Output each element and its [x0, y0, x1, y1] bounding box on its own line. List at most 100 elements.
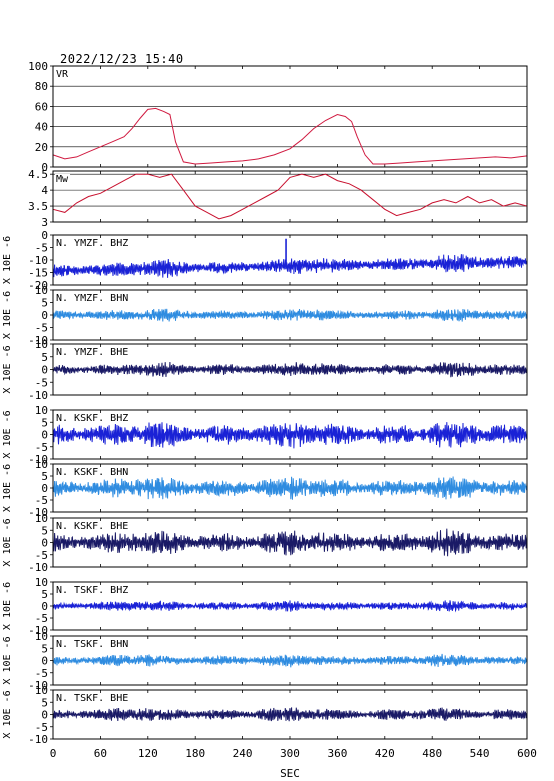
- y-tick-label: -10: [28, 389, 48, 402]
- y-tick-label: -5: [35, 721, 48, 734]
- x-tick-label: 120: [138, 747, 158, 760]
- panel-label: N. TSKF. BHN: [56, 639, 128, 650]
- y-axis-unit-label: X 10E -6: [2, 582, 13, 630]
- y-tick-label: -5: [35, 376, 48, 389]
- y-tick-label: 100: [28, 60, 48, 73]
- x-tick-label: 0: [50, 747, 57, 760]
- waveform-trace: [52, 361, 528, 378]
- y-axis-unit-label: X 10E -6: [2, 636, 13, 684]
- x-tick-label: 300: [280, 747, 300, 760]
- y-tick-label: 10: [35, 684, 48, 697]
- panel-label: N. TSKF. BHE: [56, 693, 128, 704]
- panel-frame: [52, 289, 528, 341]
- y-tick-label: 10: [35, 284, 48, 297]
- panel-label: N. KSKF. BHZ: [56, 413, 128, 424]
- panel-label-background: [55, 521, 130, 532]
- panel-frame: [52, 635, 528, 686]
- x-tick-label: 360: [327, 747, 347, 760]
- y-tick-label: -10: [28, 679, 48, 692]
- panel-label: N. YMZF. BHE: [56, 347, 128, 358]
- x-tick-label: 180: [185, 747, 205, 760]
- y-tick-label: 5: [41, 470, 48, 483]
- x-axis-label: SEC: [280, 767, 300, 780]
- y-tick-label: 5: [41, 524, 48, 537]
- y-tick-label: 0: [41, 600, 48, 613]
- y-tick-label: -5: [35, 441, 48, 454]
- waveform-trace: [52, 254, 528, 278]
- y-tick-label: 10: [35, 404, 48, 417]
- panel-label-background: [55, 347, 130, 358]
- y-tick-label: 10: [35, 512, 48, 525]
- panel-mw: 3 3.5 4 4.5 Mw: [28, 168, 528, 229]
- y-tick-label: -15: [28, 267, 48, 280]
- y-tick-label: -5: [35, 549, 48, 562]
- y-tick-label: 4: [41, 184, 48, 197]
- y-tick-label: 5: [41, 696, 48, 709]
- panel-label-background: [55, 293, 130, 304]
- y-tick-label: 0: [41, 537, 48, 550]
- waveform-trace: [52, 707, 528, 722]
- y-tick-label: 5: [41, 351, 48, 364]
- y-tick-label: 10: [35, 576, 48, 589]
- panel-label-background: [55, 585, 130, 596]
- series-line: [52, 173, 528, 220]
- series-line: [52, 107, 528, 165]
- y-axis-unit-label: X 10E -6: [2, 345, 13, 393]
- y-tick-label: -10: [28, 506, 48, 519]
- y-tick-label: 0: [41, 309, 48, 322]
- y-tick-label: -5: [35, 612, 48, 625]
- panel-label: Mw: [56, 174, 69, 185]
- panel-frame: [52, 689, 528, 740]
- panel-label: N. TSKF. BHZ: [56, 585, 128, 596]
- y-tick-label: 5: [41, 642, 48, 655]
- panel-label: N. YMZF. BHZ: [56, 238, 128, 249]
- panel-frame: [52, 581, 528, 631]
- panel-vr: 0 20 40 60 80 100 VR: [28, 60, 528, 174]
- chart-title: 2022/12/23 15:40: [60, 52, 184, 66]
- y-axis-unit-label: X 10E -6: [2, 410, 13, 458]
- y-tick-label: 5: [41, 588, 48, 601]
- panel-label-background: [55, 639, 130, 650]
- y-tick-label: 0: [41, 229, 48, 242]
- x-tick-label: 540: [470, 747, 490, 760]
- y-axis-unit-label: X 10E -6: [2, 291, 13, 339]
- y-axis-unit-label: X 10E -6: [2, 518, 13, 566]
- x-tick-label: 600: [517, 747, 537, 760]
- waveform-trace: [52, 600, 528, 613]
- panel-label-background: [55, 238, 130, 249]
- panel-label-background: [55, 174, 71, 185]
- y-tick-label: 0: [41, 482, 48, 495]
- waveform-trace: [52, 422, 528, 449]
- panel-label: N. YMZF. BHN: [56, 293, 128, 304]
- y-tick-label: 40: [35, 121, 48, 134]
- y-tick-label: 20: [35, 141, 48, 154]
- x-tick-label: 60: [94, 747, 107, 760]
- panel-frame: [52, 170, 528, 223]
- y-axis-unit-label: X 10E -6: [2, 464, 13, 512]
- waveform-trace: [52, 653, 528, 668]
- panel-label-background: [55, 467, 130, 478]
- y-tick-label: -5: [35, 667, 48, 680]
- y-tick-label: -10: [28, 453, 48, 466]
- y-tick-label: 0: [41, 161, 48, 174]
- y-tick-label: 3: [41, 216, 48, 229]
- x-tick-label: 420: [375, 747, 395, 760]
- y-tick-label: -5: [35, 242, 48, 255]
- y-tick-label: 60: [35, 100, 48, 113]
- y-tick-label: 5: [41, 416, 48, 429]
- y-tick-label: 4.5: [28, 168, 48, 181]
- panel-label: N. KSKF. BHN: [56, 467, 128, 478]
- y-tick-label: 0: [41, 429, 48, 442]
- panel-frame: [52, 65, 528, 168]
- y-tick-label: 80: [35, 80, 48, 93]
- y-tick-label: 0: [41, 709, 48, 722]
